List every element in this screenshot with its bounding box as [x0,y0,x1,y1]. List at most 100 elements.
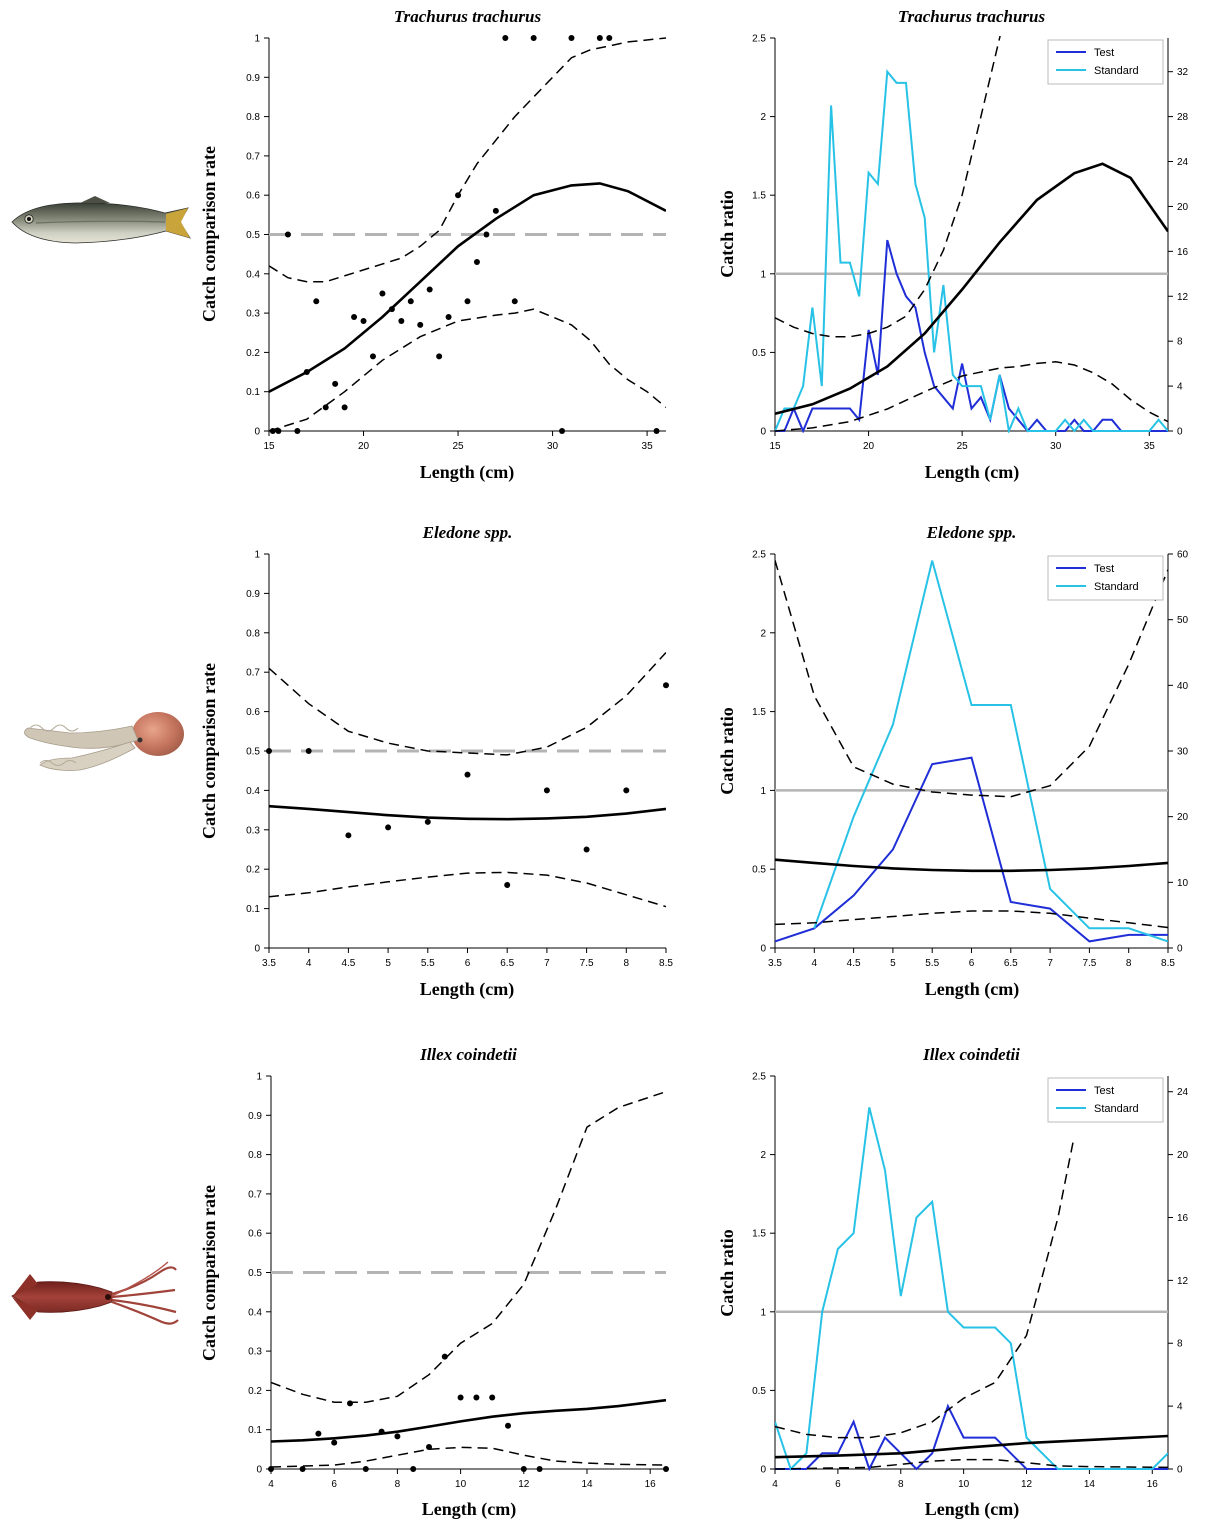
y-tick-label: 0.9 [246,73,260,84]
y-tick-label: 2.5 [752,1072,766,1083]
x-tick-label: 14 [1084,1479,1096,1490]
y-tick-label: 0 [760,427,766,438]
y2-tick-label: 4 [1177,382,1183,393]
y2-tick-label: 30 [1177,747,1189,758]
x-tick-label: 3.5 [262,958,276,969]
legend-box [1047,1077,1164,1123]
chart-title: Illex coindetii [922,1045,1020,1064]
x-tick-label: 6 [835,1479,841,1490]
y-tick-label: 0.3 [246,309,260,320]
y-tick-label: 1 [760,786,766,797]
fitted-curve [269,804,666,821]
x-tick-label: 7.5 [1082,958,1096,969]
x-tick-label: 16 [1147,1479,1159,1490]
chart-el_ratio: Eledone spp.3.5 4 4.5 5 5.5 6 6.5 7 7.5 8 8.500.51… [752,523,1188,969]
chart-tt_ratio: Trachurus trachurus 15 20 25 30 35 0 0.5 1 1.5 2 2.… [752,7,1189,452]
x-tick-label: 4.5 [341,958,355,969]
ci-upper-line [271,1090,666,1403]
y2-tick-label: 40 [1177,681,1189,692]
data-point [332,380,339,387]
squid-image [11,1261,179,1325]
series-line-standard [775,69,1168,433]
series-line-test [775,756,1168,943]
y-tick-label: 0.6 [246,707,260,718]
y-tick-label: 0 [760,944,766,955]
y-tick-label: 0.7 [246,668,260,679]
x-tick-label: 5 [385,958,391,969]
y-tick-label: 0.1 [246,904,260,915]
data-point [473,1394,480,1401]
data-point [299,1466,306,1472]
y-tick-label: 0.8 [246,112,260,123]
series-line-standard [775,1107,1168,1471]
y2-tick-label: 20 [1177,812,1189,823]
y-tick-label: 0.6 [246,191,260,202]
y-tick-label: 0.7 [248,1189,262,1200]
x-tick-label: 4 [268,1479,274,1490]
ylabel-ratio-illex: Catch ratio [717,1229,737,1316]
ylabel-ratio-trachurus: Catch ratio [717,190,737,277]
y-tick-label: 0.8 [248,1150,262,1161]
y2-tick-label: 8 [1177,337,1183,348]
y2-tick-label: 28 [1177,112,1189,123]
ci-lower-line [271,1446,666,1468]
legend-box [1047,39,1164,85]
y-tick-label: 1 [760,269,766,280]
ci-upper-line [775,560,1168,798]
data-point [502,35,509,41]
ci-lower-line [775,910,1168,929]
y-tick-label: 0.2 [248,1386,262,1397]
data-point [457,1394,464,1401]
data-point [305,748,312,754]
ci-lower-line [269,308,666,432]
x-tick-label: 4 [812,958,818,969]
legend-box [1047,555,1164,601]
data-point [379,290,386,297]
data-point [426,286,433,293]
y-tick-label: 0.5 [246,747,260,758]
data-point [489,1394,496,1401]
chart-il_ccr: Illex coindetii 4 6 8 10 12 14 16 0 0.1 0.2 0.3 0.4 0… [248,1045,669,1490]
y2-tick-label: 60 [1177,550,1189,561]
legend-label-test: Test [1094,563,1114,575]
fitted-curve [775,1434,1168,1459]
x-tick-label: 30 [547,441,559,452]
chart-title: Illex coindetii [419,1045,517,1064]
x-tick-label: 8 [898,1479,904,1490]
y-tick-label: 0.3 [246,825,260,836]
data-point [369,353,376,360]
y-tick-label: 0.3 [248,1347,262,1358]
data-point [426,1443,432,1450]
y-tick-label: 0.7 [246,151,260,162]
y-tick-label: 1 [254,34,260,45]
ci-lower-line [269,871,666,908]
data-point [424,818,431,825]
y-tick-label: 0 [760,1465,766,1476]
y-tick-label: 0.1 [246,387,260,398]
data-point [464,771,471,778]
data-point [398,317,405,324]
y2-tick-label: 0 [1177,1465,1183,1476]
y2-tick-label: 32 [1177,67,1189,78]
xlabel-trachurus-ratio: Length (cm) [925,462,1019,483]
data-point [504,881,511,888]
y2-tick-label: 16 [1177,247,1189,258]
x-tick-label: 5.5 [925,958,939,969]
ci-upper-line [775,1138,1075,1439]
fitted-curve [271,1398,666,1443]
legend: Test Standard [1047,39,1164,85]
data-point [284,231,291,238]
x-tick-label: 12 [518,1479,530,1490]
y-tick-label: 0.8 [246,628,260,639]
data-point [345,832,352,839]
x-tick-label: 15 [769,441,781,452]
data-point [596,35,603,41]
data-point [492,207,499,214]
y-tick-label: 2 [760,1150,766,1161]
chart-title: Eledone spp. [422,523,513,542]
data-point [322,404,329,411]
y-tick-label: 0.5 [752,865,766,876]
x-tick-label: 6 [969,958,975,969]
chart-title: Trachurus trachurus [394,7,542,26]
